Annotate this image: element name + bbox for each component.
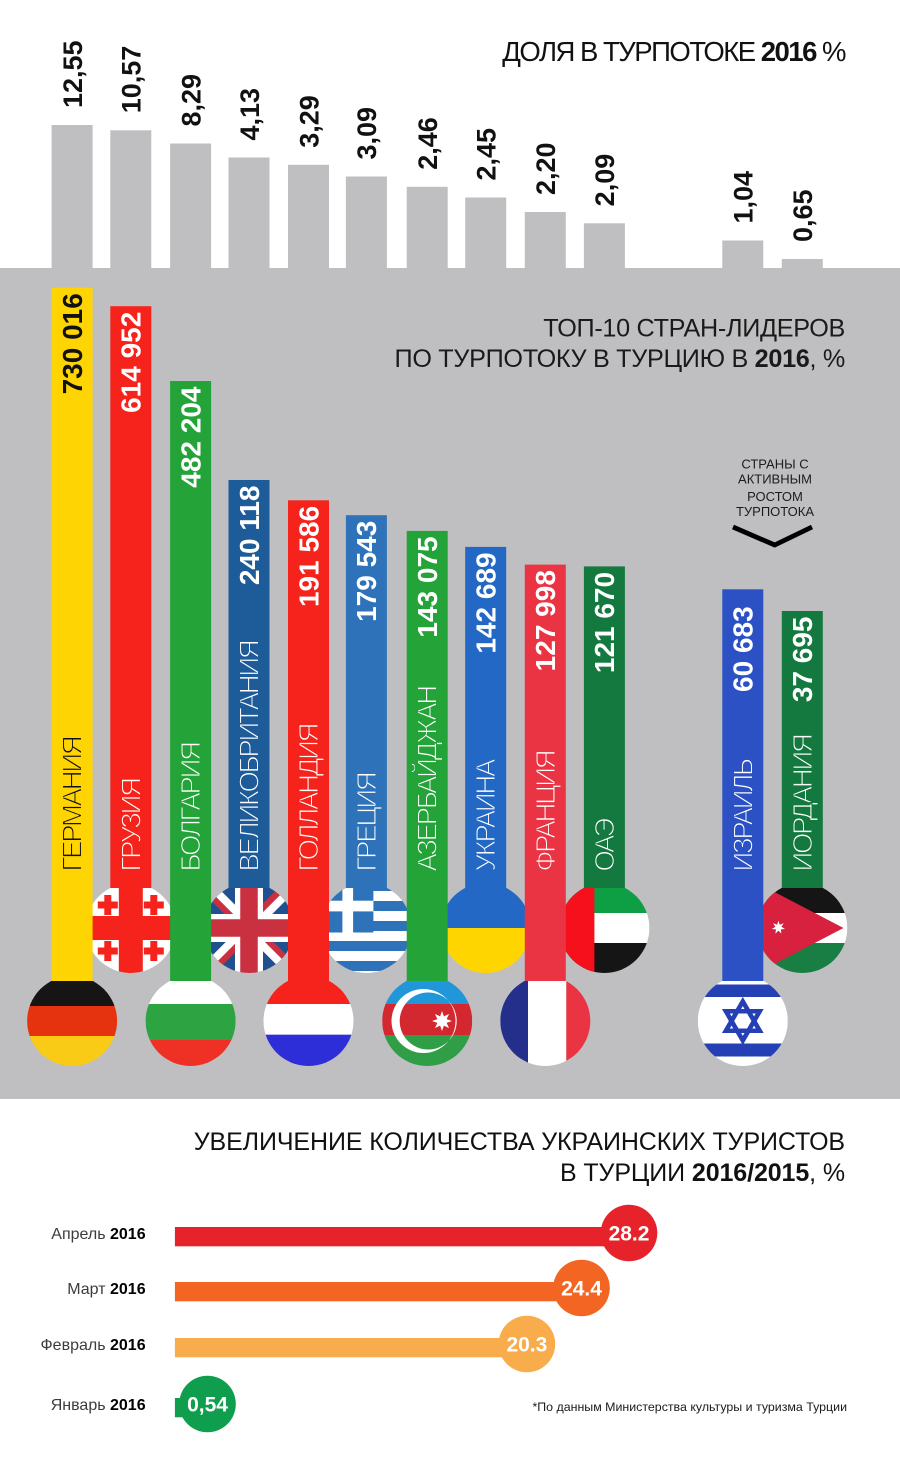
svg-text:ТУРПОТОКА: ТУРПОТОКА [736,504,814,519]
svg-text:2,09: 2,09 [590,154,620,207]
svg-text:0,54: 0,54 [187,1394,228,1417]
svg-text:ПО ТУРПОТОКУ В ТУРЦИЮ В 2016,: ПО ТУРПОТОКУ В ТУРЦИЮ В 2016, % [395,345,845,373]
svg-text:Январь 2016: Январь 2016 [51,1397,146,1414]
svg-text:121 670: 121 670 [589,572,620,673]
svg-text:28.2: 28.2 [609,1223,650,1246]
svg-text:Февраль 2016: Февраль 2016 [41,1337,146,1354]
svg-text:АЗЕРБАЙДЖАН: АЗЕРБАЙДЖАН [412,687,443,872]
svg-text:2,46: 2,46 [413,117,443,170]
svg-text:ВЕЛИКОБРИТАНИЯ: ВЕЛИКОБРИТАНИЯ [234,641,265,871]
svg-text:ТОП-10 СТРАН-ЛИДЕРОВ: ТОП-10 СТРАН-ЛИДЕРОВ [543,315,845,343]
svg-text:240 118: 240 118 [234,486,265,586]
svg-text:УКРАИНА: УКРАИНА [470,758,501,871]
svg-text:8,29: 8,29 [176,74,206,127]
svg-text:482 204: 482 204 [175,386,206,488]
svg-text:ИОРДАНИЯ: ИОРДАНИЯ [787,735,818,872]
svg-text:2,20: 2,20 [531,142,561,195]
svg-text:1,04: 1,04 [729,171,759,224]
svg-text:ГЕРМАНИЯ: ГЕРМАНИЯ [57,737,88,871]
svg-text:Март 2016: Март 2016 [67,1281,145,1298]
svg-text:ОАЭ: ОАЭ [589,818,620,871]
svg-text:127 998: 127 998 [530,570,561,671]
svg-text:12,55: 12,55 [58,40,88,108]
svg-text:143 075: 143 075 [412,536,443,637]
svg-text:0,65: 0,65 [788,189,818,242]
svg-text:ДОЛЯ В ТУРПОТОКЕ 2016 %: ДОЛЯ В ТУРПОТОКЕ 2016 % [502,36,846,67]
svg-text:УВЕЛИЧЕНИЕ КОЛИЧЕСТВА УКРАИНСК: УВЕЛИЧЕНИЕ КОЛИЧЕСТВА УКРАИНСКИХ ТУРИСТО… [194,1128,845,1156]
svg-text:ГРУЗИЯ: ГРУЗИЯ [115,779,146,872]
svg-text:СТРАНЫ С: СТРАНЫ С [741,456,808,471]
svg-text:614 952: 614 952 [116,312,147,413]
svg-text:4,13: 4,13 [235,88,265,141]
svg-text:179 543: 179 543 [351,521,382,622]
svg-text:10,57: 10,57 [117,46,147,114]
svg-text:730 016: 730 016 [57,293,88,394]
svg-text:3,09: 3,09 [352,107,382,160]
svg-text:142 689: 142 689 [471,552,502,653]
svg-text:24.4: 24.4 [561,1278,602,1301]
svg-text:В ТУРЦИИ 2016/2015, %: В ТУРЦИИ 2016/2015, % [560,1159,845,1187]
svg-text:191 586: 191 586 [293,506,324,607]
svg-text:АКТИВНЫМ: АКТИВНЫМ [738,471,812,486]
svg-text:20.3: 20.3 [506,1334,547,1357]
svg-text:3,29: 3,29 [294,95,324,148]
svg-text:2,45: 2,45 [472,128,502,181]
svg-text:60 683: 60 683 [728,606,759,692]
svg-text:ГОЛЛАНДИЯ: ГОЛЛАНДИЯ [293,724,324,871]
svg-text:*По данным Министерства культу: *По данным Министерства культуры и туриз… [532,1400,847,1414]
svg-text:БОЛГАРИЯ: БОЛГАРИЯ [175,743,206,872]
svg-text:ФРАНЦИЯ: ФРАНЦИЯ [530,751,561,871]
svg-text:РОСТОМ: РОСТОМ [747,489,803,504]
svg-text:ИЗРАИЛЬ: ИЗРАИЛЬ [727,759,758,872]
svg-text:ГРЕЦИЯ: ГРЕЦИЯ [351,773,382,871]
svg-text:37 695: 37 695 [787,617,818,703]
svg-text:Апрель 2016: Апрель 2016 [51,1226,145,1243]
